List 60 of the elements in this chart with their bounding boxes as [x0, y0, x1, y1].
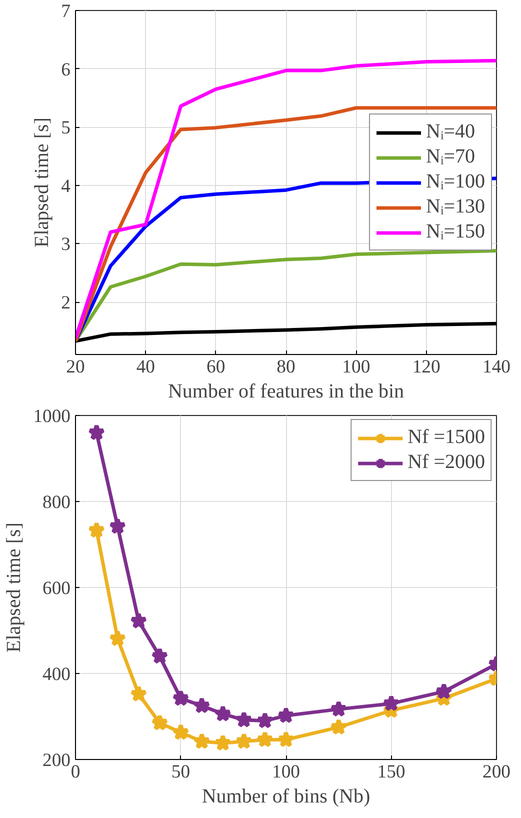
y-tick-label: 5: [61, 118, 70, 139]
x-axis-title: Number of features in the bin: [168, 380, 404, 402]
x-axis-title: Number of bins (Nb): [202, 786, 370, 808]
x-tick-label: 100: [272, 762, 300, 782]
line-series: [76, 106, 496, 343]
point: [235, 732, 253, 750]
line-series: [76, 248, 496, 343]
point: [172, 689, 190, 706]
x-tick-label: 200: [482, 762, 510, 782]
x-tick-label: 0: [70, 762, 80, 782]
point: [277, 730, 295, 748]
legend-label: Nf =1500: [408, 426, 485, 449]
point: [151, 714, 168, 731]
x-tick-label: 140: [482, 356, 510, 378]
x-tick-label: 40: [136, 356, 155, 378]
point: [256, 712, 274, 728]
point: [214, 734, 232, 751]
point: [382, 694, 400, 712]
line-series: [76, 58, 496, 340]
point: [330, 718, 348, 735]
legend-label: Nᵢ=40: [426, 120, 475, 144]
y-tick-label: 1000: [33, 406, 70, 427]
point: [435, 682, 453, 700]
point: [277, 706, 295, 724]
point: [172, 723, 190, 740]
x-tick-label: 50: [171, 762, 190, 782]
point: [214, 704, 232, 722]
y-axis-title: Elapsed time [s]: [31, 118, 54, 248]
point: [108, 630, 126, 646]
y-tick-label: 7: [61, 1, 70, 22]
x-tick-label: 60: [206, 356, 226, 378]
point: [108, 517, 126, 534]
x-tick-label: 120: [412, 356, 440, 378]
y-tick-label: 3: [61, 234, 70, 256]
point: [330, 700, 348, 717]
point: [256, 730, 274, 748]
y-tick-label: 4: [61, 176, 72, 197]
point: [193, 696, 210, 714]
legend-label: Nᵢ=70: [426, 146, 475, 168]
y-tick-label: 6: [61, 59, 70, 80]
point: [151, 647, 168, 664]
point: [88, 521, 106, 538]
y-tick-label: 2: [61, 292, 70, 314]
y-tick-label: 800: [42, 492, 70, 513]
point: [235, 710, 253, 728]
x-tick-label: 150: [377, 762, 406, 782]
point: [130, 612, 148, 629]
point: [88, 424, 106, 440]
y-tick-label: 400: [42, 664, 70, 685]
legend-label: Nᵢ=130: [426, 196, 485, 218]
x-tick-label: 20: [66, 356, 85, 378]
y-axis-title: Elapsed time [s]: [3, 522, 26, 652]
legend-label: Nf =2000: [408, 451, 485, 474]
point: [193, 732, 210, 750]
legend-label: Nᵢ=150: [426, 220, 485, 244]
y-tick-label: 600: [42, 578, 70, 599]
point: [130, 685, 148, 702]
x-tick-label: 100: [342, 356, 370, 378]
x-tick-label: 80: [276, 356, 296, 378]
legend-label: Nᵢ=100: [426, 170, 485, 194]
